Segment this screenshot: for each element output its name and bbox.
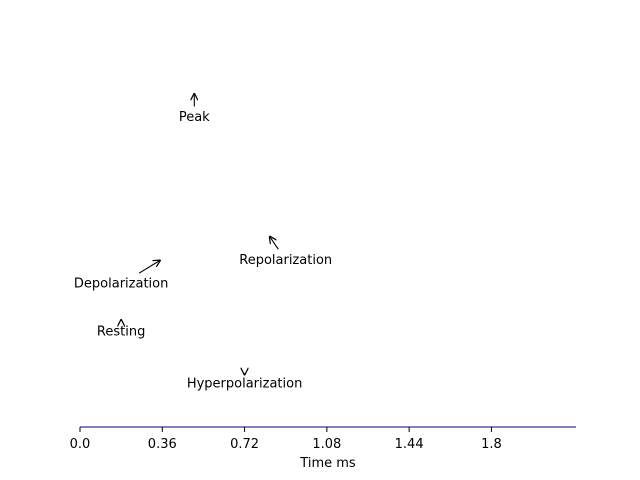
x-tick-label: 0.0 [70,437,91,452]
annotation: Repolarization [239,237,332,268]
annotation-arrow [270,237,279,250]
annotation-label: Depolarization [74,277,168,292]
x-tick-label: 1.8 [481,437,502,452]
annotation: Hyperpolarization [187,373,303,392]
annotations-layer: Peak Repolarization Depolarization Resting H… [74,94,332,392]
x-axis: 0.0 0.36 0.72 1.08 1.44 1.8 [70,426,576,452]
annotation-label: Resting [97,324,145,339]
x-tick-label: 1.44 [395,437,424,452]
x-axis-label: Time ms [299,456,356,471]
annotation-label: Hyperpolarization [187,377,303,392]
annotation-arrow [138,260,160,274]
annotation: Resting [97,320,145,339]
annotation: Depolarization [74,260,168,292]
x-tick-label: 1.08 [312,437,341,452]
x-tick-label: 0.36 [148,437,177,452]
annotation: Peak [179,94,210,125]
annotation-label: Peak [179,110,210,125]
x-tick-label: 0.72 [230,437,259,452]
annotation-label: Repolarization [239,253,332,268]
